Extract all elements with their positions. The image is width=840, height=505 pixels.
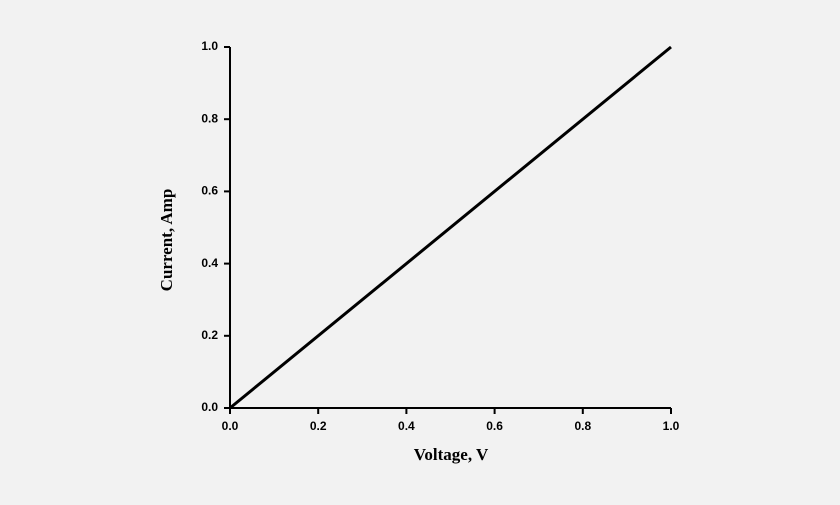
x-tick-label: 0.8 bbox=[574, 419, 591, 433]
x-tick-label: 0.0 bbox=[222, 419, 239, 433]
y-tick-label: 0.0 bbox=[201, 400, 218, 414]
y-tick-label: 0.6 bbox=[201, 184, 218, 198]
y-tick-label: 0.8 bbox=[201, 111, 218, 125]
x-tick-label: 0.2 bbox=[310, 419, 327, 433]
y-axis-title: Current, Amp bbox=[157, 189, 176, 292]
data-line bbox=[229, 45, 672, 410]
x-tick-label: 1.0 bbox=[663, 419, 680, 433]
x-tick-label: 0.6 bbox=[486, 419, 503, 433]
x-axis-title: Voltage, V bbox=[414, 445, 489, 464]
y-tick-label: 0.4 bbox=[201, 256, 218, 270]
x-tick-label: 0.4 bbox=[398, 419, 415, 433]
y-tick-label: 0.2 bbox=[201, 328, 218, 342]
y-tick-label: 1.0 bbox=[201, 39, 218, 53]
